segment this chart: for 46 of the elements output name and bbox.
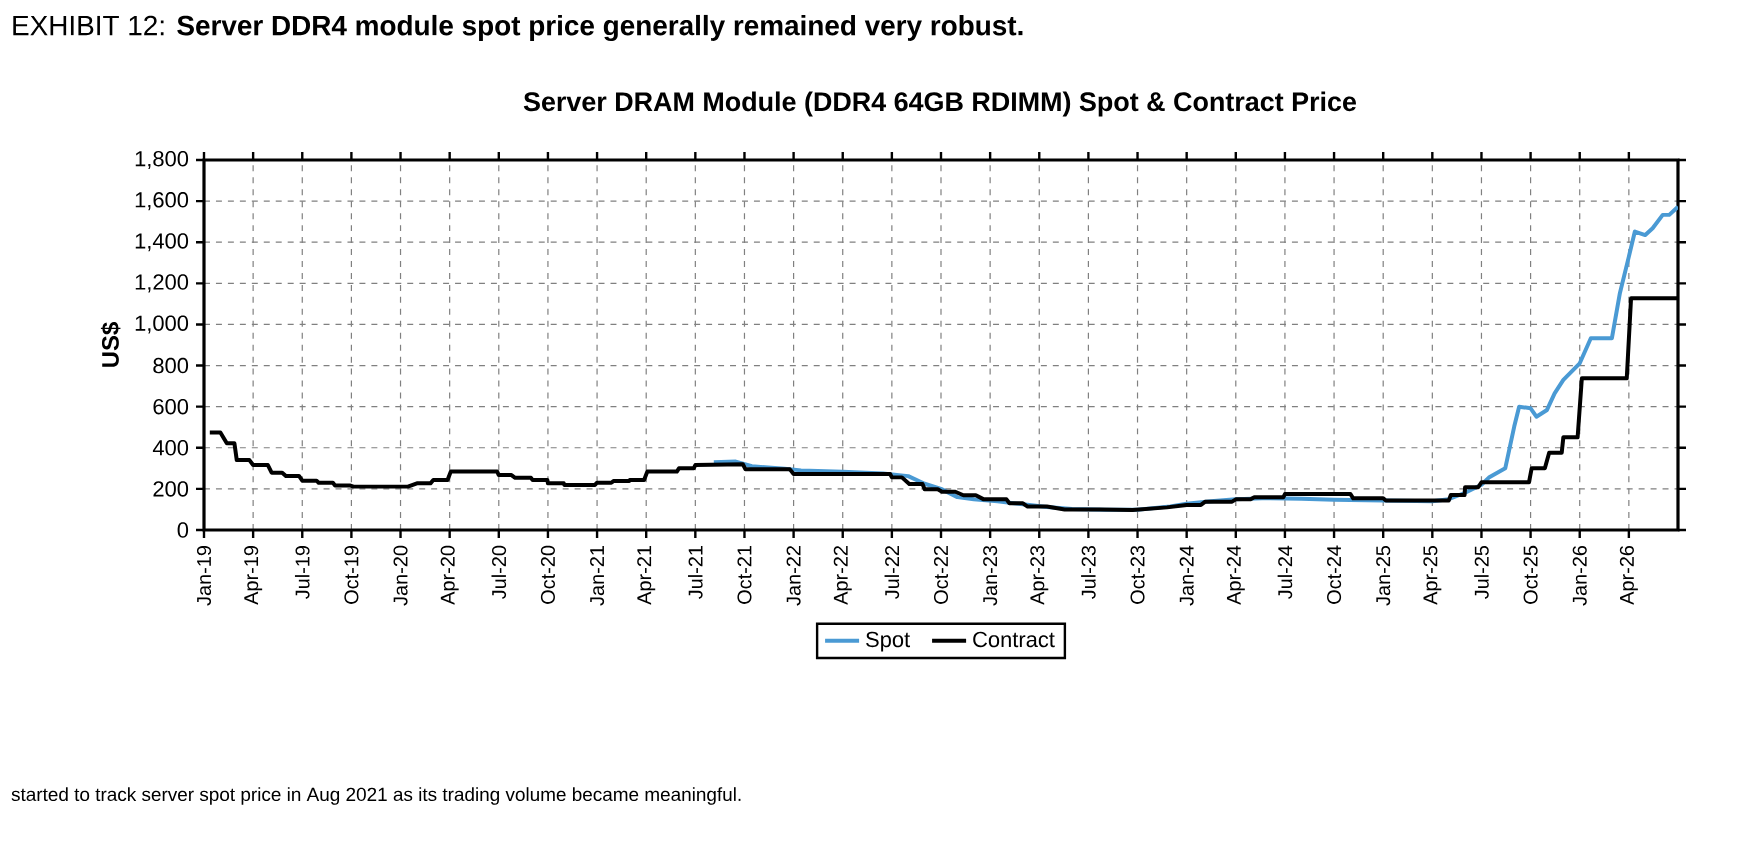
y-tick-label: 600 [153,398,189,415]
x-tick-label: Oct-22 [933,546,949,604]
text: started to track server spot price in Aug 2021 as its trading volume became meaningful. [11,787,741,805]
y-tick-label: 200 [153,481,189,497]
x-tick-label: Apr-21 [637,546,656,605]
x-tick-label: Jan-22 [786,546,801,606]
x-tick-label: Apr-19 [244,545,263,605]
y-tick-label: 400 [152,440,189,456]
x-tick-label: Oct-19 [344,545,359,604]
x-tick-label: Jul-21 [688,546,703,599]
x-tick-label: Apr-24 [1226,545,1245,605]
y-tick-label: 800 [153,357,189,374]
x-tick-label: Jul-23 [1081,545,1096,599]
y-tick-label: 1,600 [135,192,189,211]
x-tick-label: Jan-25 [1376,545,1391,606]
x-tick-label: Jan-26 [1572,545,1587,606]
x-tick-label: Oct-20 [540,545,555,604]
x-tick-label: Jul-24 [1277,545,1293,599]
x-tick-label: Jan-20 [393,545,408,606]
x-tick-label: Apr-26 [1619,545,1638,605]
x-tick-label: Oct-23 [1130,545,1145,604]
x-tick-label: Oct-21 [737,545,752,604]
y-axis-title: US$ [100,322,121,367]
x-tick-label: Apr-25 [1423,545,1442,605]
y-tick-label: 1,400 [135,233,189,252]
x-tick-label: Jul-20 [491,545,507,599]
x-tick-label: Jan-19 [196,545,212,606]
y-tick-label: 1,000 [135,315,189,334]
x-tick-label: Jul-22 [884,546,900,599]
chart-subtitle: Server DRAM Module (DDR4 64GB RDIMM) Spot & Contract Price [523,91,1356,117]
y-tick-label: 1,800 [135,150,189,170]
x-tick-label: Apr-23 [1030,545,1049,605]
legend-label: Spot [866,631,911,652]
x-tick-label: Oct-24 [1327,545,1342,604]
x-tick-label: Jul-25 [1474,545,1489,599]
legend-label: Contract [973,631,1055,648]
y-tick-label: 0 [177,522,189,538]
x-tick-label: Jan-24 [1179,545,1194,606]
x-tick-label: Apr-22 [833,546,852,605]
x-tick-label: Jul-19 [294,545,310,599]
x-tick-label: Jan-21 [590,546,605,606]
x-tick-label: Oct-25 [1523,545,1538,604]
x-tick-label: Jan-23 [983,545,998,606]
x-tick-label: Apr-20 [440,545,459,605]
y-tick-label: 1,200 [135,274,189,293]
chart-title: EXHIBIT 12: Server DDR4 module spot price generally remained very robust. [13,14,1023,42]
